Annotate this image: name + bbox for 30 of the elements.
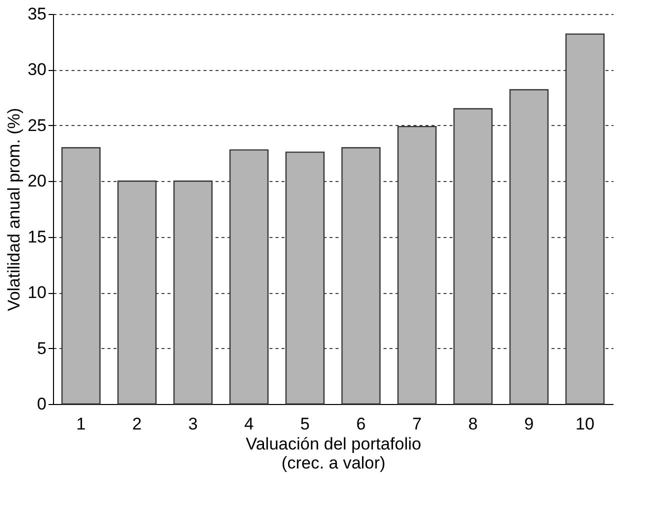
x-tick-label: 5 bbox=[300, 414, 310, 434]
y-tick-label: 0 bbox=[37, 394, 46, 414]
bar bbox=[229, 149, 269, 405]
x-tick-label: 4 bbox=[244, 414, 254, 434]
y-tick-label: 30 bbox=[28, 60, 46, 80]
x-tick-label: 10 bbox=[576, 414, 594, 434]
x-tick-label: 8 bbox=[468, 414, 478, 434]
x-tick-label: 7 bbox=[412, 414, 422, 434]
x-axis-title: Valuación del portafolio (crec. a valor) bbox=[246, 434, 422, 472]
x-tick-label: 1 bbox=[76, 414, 86, 434]
y-tick-label: 10 bbox=[28, 283, 46, 302]
bar bbox=[509, 89, 549, 405]
bar bbox=[397, 126, 437, 405]
y-tick-label: 20 bbox=[28, 172, 46, 191]
y-axis-title: Volatilidad anual prom. (%) bbox=[4, 108, 24, 312]
bar bbox=[117, 180, 157, 405]
bar bbox=[341, 147, 381, 405]
bar bbox=[285, 152, 325, 405]
y-tick-label: 5 bbox=[37, 338, 46, 358]
bar bbox=[453, 108, 493, 405]
x-tick-label: 3 bbox=[188, 414, 198, 434]
y-tick-label: 25 bbox=[28, 116, 46, 135]
y-tick-label: 35 bbox=[28, 4, 46, 24]
x-tick-label: 6 bbox=[356, 414, 366, 434]
x-tick-label: 9 bbox=[524, 414, 534, 434]
bar bbox=[565, 33, 605, 405]
x-tick-label: 2 bbox=[132, 414, 142, 434]
bar bbox=[173, 180, 213, 405]
bar bbox=[61, 147, 101, 405]
y-tick-label: 15 bbox=[28, 227, 46, 246]
